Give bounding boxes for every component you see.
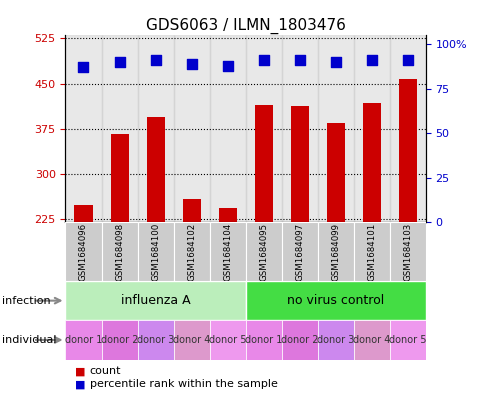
Bar [209,35,245,222]
Text: ■: ■ [75,366,86,376]
Bar [317,222,353,281]
Text: count: count [90,366,121,376]
Bar [317,35,353,222]
Bar [281,320,317,360]
Bar [173,320,209,360]
Bar [137,35,173,222]
Bar [101,320,137,360]
Bar [245,35,281,222]
Bar [101,222,137,281]
Text: GSM1684099: GSM1684099 [331,222,340,281]
Text: donor 3: donor 3 [317,335,354,345]
Text: infection: infection [2,296,51,306]
Bar [75,205,92,222]
Text: donor 4: donor 4 [352,335,390,345]
Text: donor 4: donor 4 [173,335,210,345]
Point [187,61,195,67]
Bar [218,208,236,222]
Point [367,57,375,63]
Bar [110,134,128,222]
Bar [209,320,245,360]
Point [331,59,339,65]
Bar [65,222,101,281]
Text: GSM1684104: GSM1684104 [223,222,232,281]
Point [259,57,267,63]
Bar [65,35,101,222]
Bar [317,320,353,360]
Bar [290,106,308,222]
Text: GSM1684102: GSM1684102 [187,222,196,281]
Bar [146,117,164,222]
Text: donor 1: donor 1 [65,335,102,345]
Bar [389,222,425,281]
Point [295,57,303,63]
Text: donor 5: donor 5 [388,335,426,345]
Bar [281,35,317,222]
Text: percentile rank within the sample: percentile rank within the sample [90,379,277,389]
Point [151,57,159,63]
Bar [65,320,101,360]
Text: donor 1: donor 1 [244,335,282,345]
Text: donor 3: donor 3 [136,335,174,345]
Bar [389,320,425,360]
Text: no virus control: no virus control [287,294,384,307]
Bar [353,222,389,281]
Bar [137,222,173,281]
Bar [173,35,209,222]
Point [403,57,411,63]
Bar [281,222,317,281]
Bar [245,222,281,281]
Bar [398,79,416,222]
Bar [353,35,389,222]
Text: GSM1684103: GSM1684103 [403,222,411,281]
Bar [362,103,380,222]
Bar [245,320,281,360]
Text: GSM1684101: GSM1684101 [366,222,376,281]
Text: GSM1684097: GSM1684097 [295,222,303,281]
Text: donor 5: donor 5 [209,335,246,345]
Bar [101,35,137,222]
Point [223,62,231,69]
Bar [254,105,272,222]
Bar [65,281,245,320]
Bar [173,222,209,281]
Bar [353,320,389,360]
Text: influenza A: influenza A [121,294,190,307]
Text: GSM1684095: GSM1684095 [258,222,268,281]
Title: GDS6063 / ILMN_1803476: GDS6063 / ILMN_1803476 [145,18,345,34]
Bar [182,199,200,222]
Text: GSM1684096: GSM1684096 [79,222,88,281]
Text: individual: individual [2,335,57,345]
Text: GSM1684098: GSM1684098 [115,222,124,281]
Text: donor 2: donor 2 [101,335,138,345]
Text: donor 2: donor 2 [280,335,318,345]
Text: GSM1684100: GSM1684100 [151,222,160,281]
Bar [389,35,425,222]
Point [79,64,87,70]
Bar [137,320,173,360]
Text: ■: ■ [75,379,86,389]
Point [115,59,123,65]
Bar [209,222,245,281]
Bar [326,123,344,222]
Bar [245,281,425,320]
